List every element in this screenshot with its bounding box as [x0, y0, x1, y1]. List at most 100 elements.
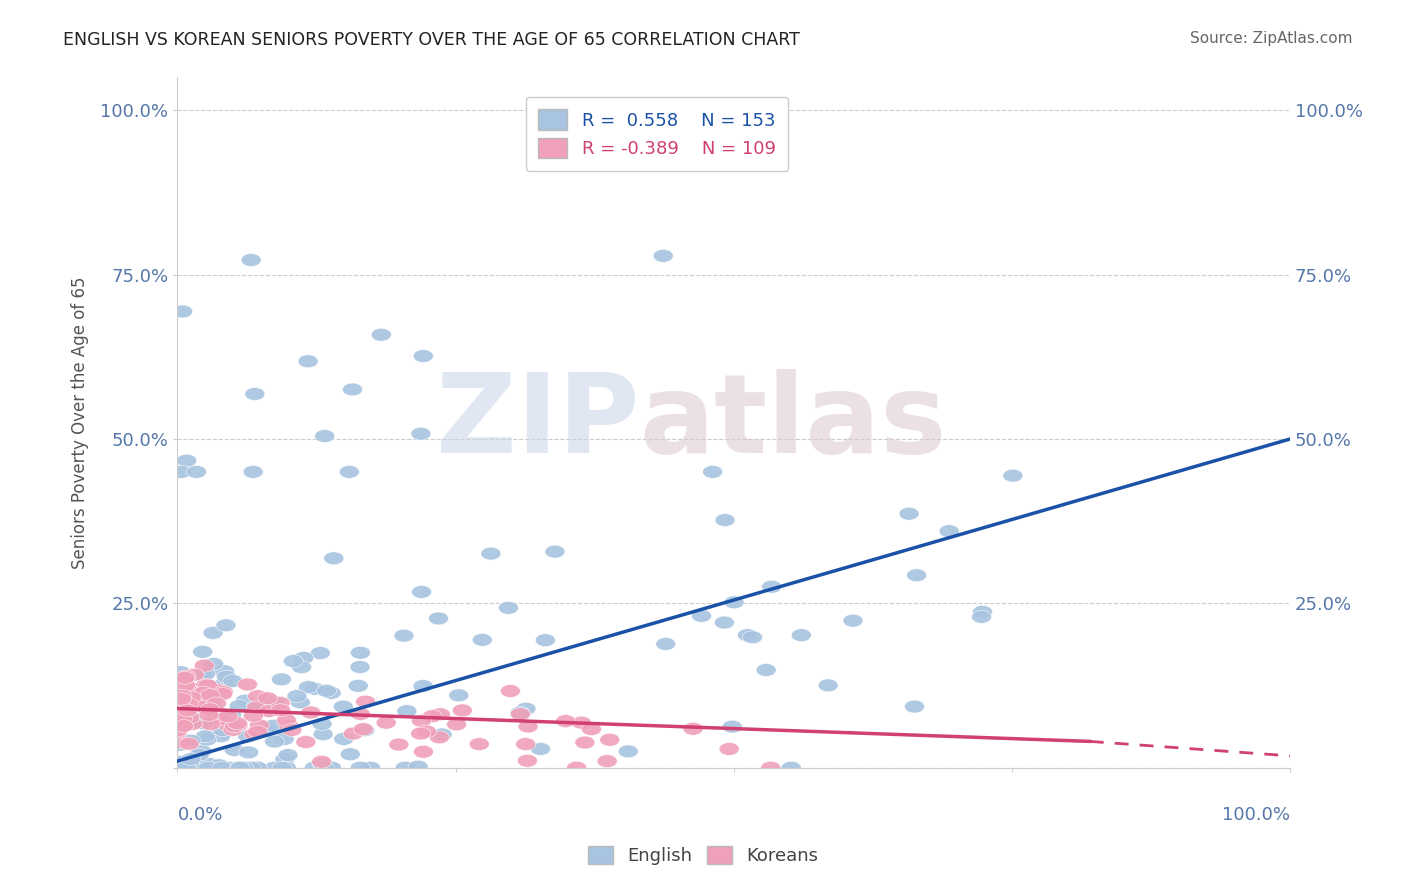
Ellipse shape: [692, 609, 711, 623]
Ellipse shape: [193, 669, 214, 681]
Ellipse shape: [198, 761, 218, 774]
Ellipse shape: [714, 616, 734, 629]
Ellipse shape: [242, 253, 262, 267]
Ellipse shape: [356, 695, 375, 708]
Ellipse shape: [582, 723, 602, 736]
Ellipse shape: [343, 727, 363, 740]
Ellipse shape: [575, 736, 595, 749]
Ellipse shape: [350, 761, 370, 774]
Ellipse shape: [315, 430, 335, 442]
Ellipse shape: [176, 679, 195, 691]
Ellipse shape: [181, 761, 201, 774]
Ellipse shape: [449, 689, 468, 702]
Ellipse shape: [654, 250, 673, 262]
Ellipse shape: [447, 718, 467, 731]
Ellipse shape: [172, 466, 191, 478]
Ellipse shape: [176, 700, 195, 713]
Ellipse shape: [264, 735, 284, 748]
Ellipse shape: [172, 690, 193, 702]
Ellipse shape: [202, 626, 224, 640]
Ellipse shape: [413, 680, 433, 692]
Ellipse shape: [201, 718, 221, 731]
Ellipse shape: [218, 710, 238, 723]
Ellipse shape: [209, 761, 229, 774]
Ellipse shape: [517, 755, 537, 767]
Ellipse shape: [176, 686, 195, 699]
Ellipse shape: [174, 685, 194, 698]
Ellipse shape: [229, 761, 250, 774]
Ellipse shape: [202, 761, 224, 774]
Ellipse shape: [972, 610, 991, 624]
Ellipse shape: [510, 707, 530, 721]
Ellipse shape: [173, 713, 193, 725]
Ellipse shape: [176, 709, 195, 722]
Ellipse shape: [264, 696, 284, 708]
Ellipse shape: [177, 683, 197, 697]
Ellipse shape: [245, 728, 264, 740]
Ellipse shape: [723, 720, 742, 733]
Ellipse shape: [247, 761, 267, 774]
Ellipse shape: [239, 746, 259, 759]
Ellipse shape: [172, 692, 191, 706]
Ellipse shape: [416, 725, 436, 738]
Ellipse shape: [263, 719, 284, 732]
Ellipse shape: [179, 698, 198, 711]
Ellipse shape: [516, 738, 536, 750]
Ellipse shape: [167, 726, 187, 739]
Ellipse shape: [354, 723, 375, 737]
Ellipse shape: [173, 305, 193, 318]
Ellipse shape: [174, 672, 195, 684]
Ellipse shape: [229, 699, 249, 713]
Ellipse shape: [167, 724, 188, 737]
Ellipse shape: [555, 714, 575, 728]
Ellipse shape: [198, 679, 218, 692]
Ellipse shape: [274, 732, 294, 746]
Ellipse shape: [257, 692, 277, 705]
Ellipse shape: [177, 704, 198, 717]
Ellipse shape: [243, 466, 263, 478]
Ellipse shape: [703, 466, 723, 478]
Ellipse shape: [724, 596, 744, 608]
Ellipse shape: [353, 723, 373, 736]
Ellipse shape: [174, 709, 194, 722]
Ellipse shape: [238, 678, 257, 691]
Ellipse shape: [225, 719, 246, 732]
Ellipse shape: [187, 466, 207, 478]
Ellipse shape: [792, 629, 811, 641]
Ellipse shape: [195, 730, 215, 743]
Ellipse shape: [217, 670, 236, 683]
Ellipse shape: [321, 687, 342, 699]
Ellipse shape: [271, 761, 292, 774]
Ellipse shape: [411, 427, 430, 440]
Ellipse shape: [233, 761, 254, 774]
Text: ENGLISH VS KOREAN SENIORS POVERTY OVER THE AGE OF 65 CORRELATION CHART: ENGLISH VS KOREAN SENIORS POVERTY OVER T…: [63, 31, 800, 49]
Ellipse shape: [207, 697, 226, 710]
Ellipse shape: [350, 707, 370, 721]
Ellipse shape: [211, 708, 232, 721]
Ellipse shape: [177, 761, 197, 774]
Ellipse shape: [177, 454, 197, 467]
Ellipse shape: [271, 704, 291, 716]
Ellipse shape: [200, 703, 221, 715]
Ellipse shape: [191, 700, 212, 713]
Ellipse shape: [218, 719, 238, 732]
Ellipse shape: [170, 676, 190, 690]
Ellipse shape: [207, 710, 226, 723]
Ellipse shape: [277, 761, 297, 774]
Ellipse shape: [243, 709, 263, 723]
Ellipse shape: [181, 707, 201, 720]
Ellipse shape: [190, 748, 209, 761]
Ellipse shape: [898, 508, 920, 520]
Ellipse shape: [194, 686, 214, 699]
Ellipse shape: [209, 761, 229, 774]
Ellipse shape: [510, 706, 530, 719]
Ellipse shape: [197, 733, 217, 746]
Ellipse shape: [619, 745, 638, 758]
Ellipse shape: [413, 746, 433, 758]
Ellipse shape: [294, 651, 314, 665]
Ellipse shape: [173, 672, 194, 685]
Ellipse shape: [844, 615, 863, 627]
Ellipse shape: [172, 715, 193, 729]
Ellipse shape: [184, 687, 204, 699]
Ellipse shape: [208, 684, 228, 697]
